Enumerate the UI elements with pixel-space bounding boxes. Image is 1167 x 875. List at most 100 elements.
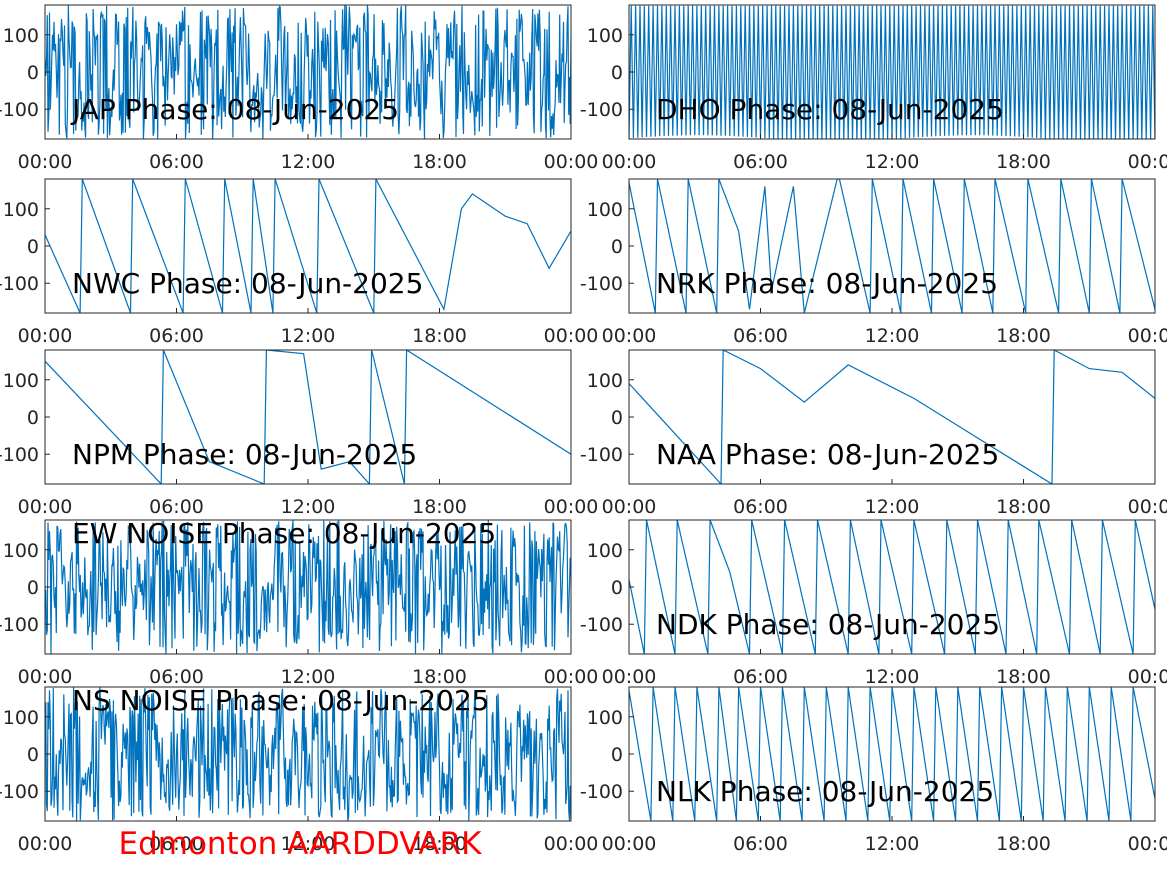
x-tick-label: 12:00 (865, 151, 920, 173)
phase-panel: 100 0 -100 00:00 06:00 12:00 18:00 00:00 NRK Pha… (580, 178, 1167, 347)
x-tick-label: 12:00 (865, 666, 920, 688)
y-tick-label: -100 (580, 444, 623, 466)
x-tick-label: 06:00 (733, 666, 788, 688)
y-tick-label: -100 (580, 99, 623, 121)
x-tick-label: 06:00 (149, 496, 204, 518)
phase-series-line (45, 520, 571, 654)
x-tick-label: 18:00 (996, 833, 1051, 855)
x-tick-label: 12:00 (865, 496, 920, 518)
panel-title: NPM Phase: 08-Jun-2025 (72, 438, 417, 471)
y-tick-label: 100 (587, 370, 623, 392)
y-tick-label: 0 (611, 744, 623, 766)
y-tick-label: 100 (587, 540, 623, 562)
x-tick-label: 06:00 (149, 151, 204, 173)
x-tick-label: 12:00 (281, 833, 336, 855)
y-tick-label: 0 (27, 62, 39, 84)
x-tick-label: 12:00 (281, 325, 336, 347)
panel-title: JAP Phase: 08-Jun-2025 (70, 93, 399, 126)
y-tick-label: 100 (587, 199, 623, 221)
y-tick-label: -100 (580, 273, 623, 295)
y-tick-label: 100 (3, 199, 39, 221)
x-tick-label: 18:00 (412, 666, 467, 688)
x-tick-label: 06:00 (733, 833, 788, 855)
panel-title: NRK Phase: 08-Jun-2025 (656, 267, 998, 300)
phase-series-line (629, 179, 1155, 313)
x-tick-label: 00:00 (18, 833, 73, 855)
station-title: Edmonton AARDDVARK (118, 826, 482, 862)
y-tick-label: 100 (3, 707, 39, 729)
x-tick-label: 00:00 (602, 496, 657, 518)
y-tick-label: 100 (3, 540, 39, 562)
x-tick-label: 00:00 (544, 496, 599, 518)
x-tick-label: 12:00 (281, 666, 336, 688)
x-tick-label: 06:00 (149, 833, 204, 855)
phase-panel: 100 0 -100 00:00 06:00 12:00 18:00 00:00 NLK Pha… (580, 686, 1167, 855)
y-tick-label: 0 (611, 62, 623, 84)
x-tick-label: 00:00 (544, 833, 599, 855)
phase-panel: 100 0 -100 00:00 06:00 12:00 18:00 00:00 JAP Pha… (0, 4, 599, 173)
phase-panel: 100 0 -100 00:00 06:00 12:00 18:00 00:00 NWC Pha… (0, 178, 598, 347)
panel-title: NAA Phase: 08-Jun-2025 (656, 438, 999, 471)
y-tick-label: 100 (587, 25, 623, 47)
panel-title: NS NOISE Phase: 08-Jun-2025 (72, 684, 490, 717)
x-tick-label: 18:00 (996, 666, 1051, 688)
panel-title: NDK Phase: 08-Jun-2025 (656, 608, 1000, 641)
x-tick-label: 00:00 (1128, 666, 1167, 688)
x-tick-label: 00:00 (1128, 496, 1167, 518)
x-tick-label: 00:00 (18, 325, 73, 347)
x-tick-label: 06:00 (733, 325, 788, 347)
x-tick-label: 18:00 (412, 151, 467, 173)
x-tick-label: 06:00 (149, 325, 204, 347)
phase-panel: 100 0 -100 00:00 06:00 12:00 18:00 00:00 DHO Pha… (580, 4, 1167, 173)
phase-series-line (45, 5, 571, 139)
phase-series-line (45, 179, 571, 313)
x-tick-label: 18:00 (412, 325, 467, 347)
x-tick-label: 00:00 (544, 151, 599, 173)
y-tick-label: -100 (0, 781, 39, 803)
y-tick-label: 100 (587, 707, 623, 729)
phase-panel: 100 0 -100 00:00 06:00 12:00 18:00 00:00 NPM Pha… (0, 349, 599, 518)
x-tick-label: 18:00 (996, 151, 1051, 173)
x-tick-label: 00:00 (602, 151, 657, 173)
x-tick-label: 00:00 (18, 496, 73, 518)
phase-panel: 100 0 -100 00:00 06:00 12:00 18:00 00:00 NS NOIS… (0, 684, 598, 855)
y-tick-label: 0 (611, 407, 623, 429)
y-tick-label: -100 (0, 614, 39, 636)
x-tick-label: 18:00 (996, 325, 1051, 347)
x-tick-label: 00:00 (1128, 833, 1167, 855)
x-tick-label: 00:00 (18, 666, 73, 688)
phase-panel: 100 0 -100 00:00 06:00 12:00 18:00 00:00 EW NOIS… (0, 517, 598, 688)
phase-series-line (45, 687, 571, 821)
x-tick-label: 00:00 (602, 325, 657, 347)
phase-series-line (629, 350, 1155, 484)
y-tick-label: 0 (611, 236, 623, 258)
y-tick-label: -100 (0, 99, 39, 121)
x-tick-label: 00:00 (544, 666, 599, 688)
y-tick-label: 0 (27, 407, 39, 429)
phase-panel: 100 0 -100 00:00 06:00 12:00 18:00 00:00 NAA Pha… (580, 349, 1167, 518)
x-tick-label: 06:00 (149, 666, 204, 688)
y-tick-label: 100 (3, 25, 39, 47)
x-tick-label: 18:00 (412, 833, 467, 855)
y-tick-label: 0 (27, 577, 39, 599)
x-tick-label: 06:00 (733, 496, 788, 518)
x-tick-label: 18:00 (412, 496, 467, 518)
panel-title: NLK Phase: 08-Jun-2025 (656, 775, 994, 808)
phase-series-line (629, 5, 1155, 139)
panel-title: NWC Phase: 08-Jun-2025 (72, 267, 423, 300)
x-tick-label: 00:00 (602, 666, 657, 688)
panel-title: DHO Phase: 08-Jun-2025 (656, 93, 1004, 126)
x-tick-label: 12:00 (865, 833, 920, 855)
y-tick-label: 0 (611, 577, 623, 599)
phase-panel: 100 0 -100 00:00 06:00 12:00 18:00 00:00 NDK Pha… (580, 519, 1167, 688)
x-tick-label: 00:00 (1128, 151, 1167, 173)
x-tick-label: 00:00 (18, 151, 73, 173)
panel-title: EW NOISE Phase: 08-Jun-2025 (72, 517, 496, 550)
x-tick-label: 06:00 (733, 151, 788, 173)
x-tick-label: 00:00 (1128, 325, 1167, 347)
y-tick-label: 0 (27, 236, 39, 258)
x-tick-label: 12:00 (281, 496, 336, 518)
x-tick-label: 12:00 (281, 151, 336, 173)
phase-series-line (629, 687, 1155, 821)
